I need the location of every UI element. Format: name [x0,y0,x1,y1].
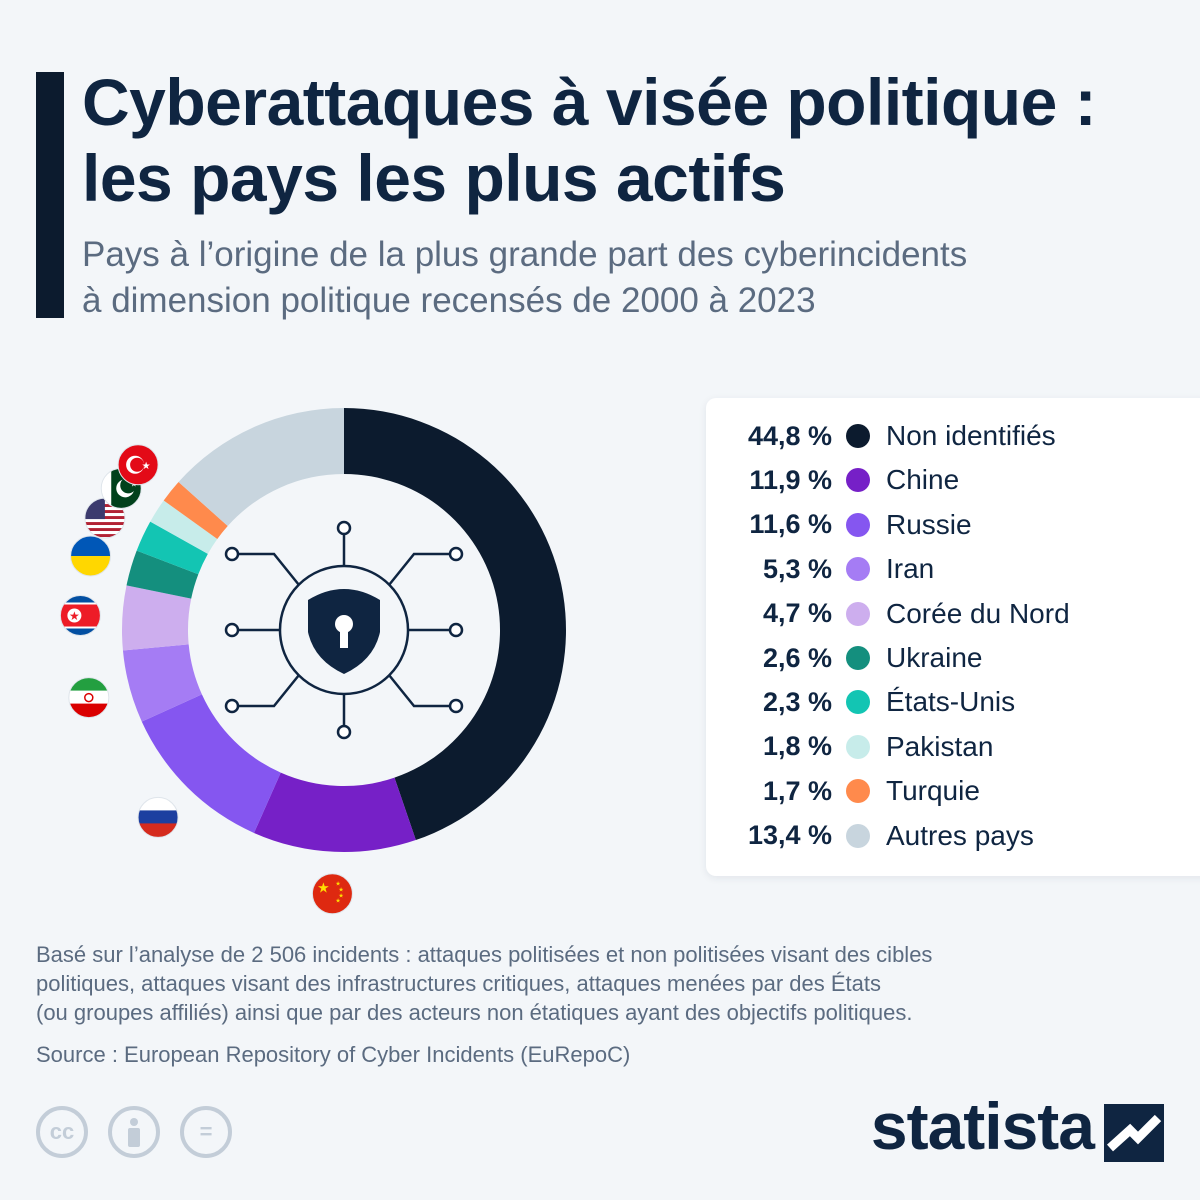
donut-segment-pakistan [150,500,218,554]
footnote-line-3: (ou groupes affiliés) ainsi que par des … [36,1000,913,1025]
svg-text:★: ★ [317,880,330,896]
chart-subtitle: Pays à l’origine de la plus grande part … [82,232,1182,324]
legend-swatch [846,601,870,626]
title-line-2: les pays les plus actifs [82,141,786,215]
subtitle-line-2: à dimension politique recensés de 2000 à… [82,281,816,320]
donut-segment-turquie [163,482,228,539]
country-flags: ★★★★★★★★ [59,444,353,915]
legend-value: 4,7 % [762,598,832,629]
nd-icon[interactable]: = [180,1106,232,1158]
donut-segment-russie [141,694,281,833]
flag-china-icon: ★ ★★★★ [311,873,353,915]
chart-title: Cyberattaques à visée politique : les pa… [82,64,1182,216]
statista-logo-text[interactable]: statista [870,1089,1095,1163]
legend-value: 44,8 % [747,420,832,451]
legend-item-chine: 11,9 % Chine [706,460,1200,500]
donut-segment-coree-du-nord [122,585,192,651]
legend-item-russie: 11,6 % Russie [706,505,1200,545]
legend-label: Chine [886,464,960,496]
legend-item-pakistan: 1,8 % Pakistan [706,727,1200,767]
legend-swatch [846,734,870,759]
statista-logo-icon [1104,1104,1164,1162]
donut-segment-chine [254,772,416,852]
donut-segment-autres-pays [178,408,344,527]
legend-swatch [846,646,870,670]
flag-ukraine-icon [70,535,112,577]
legend-label: Corée du Nord [886,597,1070,629]
legend-value: 5,3 % [762,553,832,584]
donut-segment-iran [122,644,202,722]
legend-label: Iran [886,553,935,585]
legend-swatch [846,557,870,582]
svg-text:★: ★ [335,881,340,888]
footnote: Basé sur l’analyse de 2 506 incidents : … [36,940,1166,1027]
license-icons: cc = [36,1106,252,1158]
legend-label: Pakistan [886,730,994,762]
subtitle-line-1: Pays à l’origine de la plus grande part … [82,235,968,274]
svg-text:★: ★ [69,609,80,623]
legend-value: 2,6 % [762,642,832,673]
person-icon [128,1118,140,1147]
legend-swatch [846,823,870,848]
legend-item-autres-pays: 13,4 % Autres pays [706,816,1200,856]
svg-text:★: ★ [335,898,340,905]
flag-iran-icon [68,677,110,719]
legend-item-etats-unis: 2,3 % États-Unis [706,682,1200,722]
legend-value: 2,3 % [762,686,832,717]
legend-label: Turquie [886,775,980,807]
legend-item-ukraine: 2,6 % Ukraine [706,638,1200,678]
svg-text:★: ★ [338,887,343,894]
donut-segment-non-identifies [344,408,566,841]
title-line-1: Cyberattaques à visée politique : [82,65,1097,139]
cc-icon-glyph: cc [49,1119,75,1144]
donut-segment-ukraine [126,550,199,599]
legend-swatch [846,424,870,448]
legend-item-turquie: 1,7 % Turquie [706,771,1200,811]
cc-icon[interactable]: cc [36,1106,88,1158]
legend-label: États-Unis [886,686,1016,718]
legend-swatch [846,512,870,537]
flag-north-korea-icon: ★ [59,595,101,637]
by-icon[interactable] [108,1106,160,1158]
legend: 44,8 % Non identifiés 11,9 % Chine 11,6 % Rus… [706,398,1200,876]
donut-segment-etats-unis [136,521,208,575]
legend-item-non-identifies: 44,8 % Non identifiés [706,416,1200,456]
legend-item-iran: 5,3 % Iran [706,549,1200,589]
legend-value: 1,8 % [762,731,832,762]
legend-value: 13,4 % [747,820,832,851]
footnote-line-2: politiques, attaques visant des infrastr… [36,971,882,996]
legend-label: Autres pays [886,819,1034,851]
footnote-line-1: Basé sur l’analyse de 2 506 incidents : … [36,942,933,967]
legend-swatch [846,468,870,493]
legend-swatch [846,690,870,715]
title-accent-bar [36,72,64,318]
svg-text:★: ★ [142,461,151,472]
nd-icon-glyph: = [199,1119,213,1144]
source: Source : European Repository of Cyber In… [36,1042,631,1067]
legend-value: 11,9 % [749,464,832,495]
donut-segments [122,408,566,852]
flag-turkey-icon: ★ [117,444,159,486]
legend-label: Non identifiés [886,420,1056,451]
legend-label: Russie [886,508,972,540]
legend-value: 1,7 % [762,775,832,806]
legend-value: 11,6 % [749,509,832,540]
shield-lock-circuit-icon [224,520,464,740]
flag-russia-icon [137,796,179,838]
legend-item-coree-du-nord: 4,7 % Corée du Nord [706,594,1200,634]
legend-label: Ukraine [886,642,983,673]
legend-swatch [846,779,870,804]
svg-text:★: ★ [338,893,343,900]
